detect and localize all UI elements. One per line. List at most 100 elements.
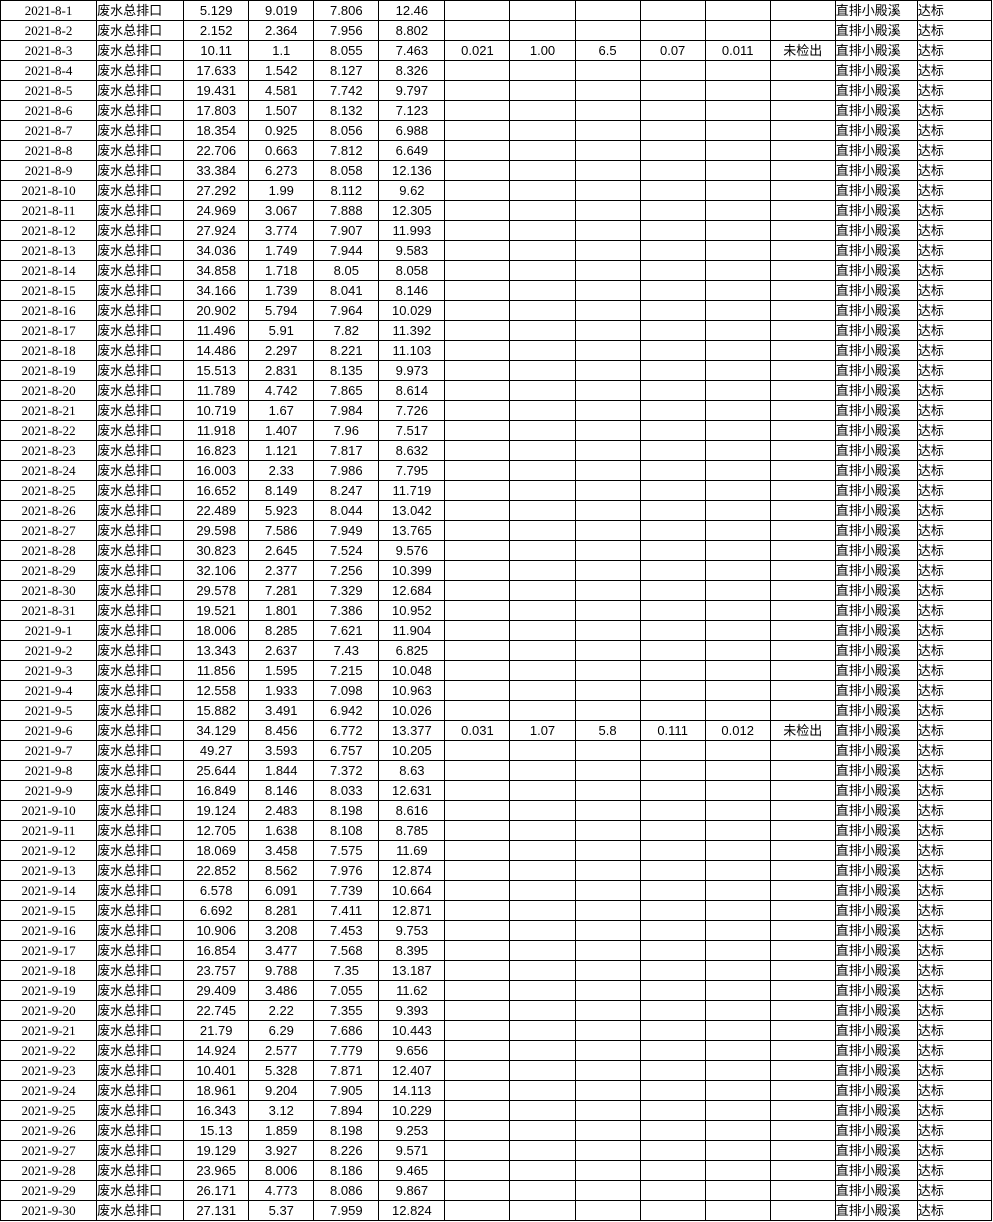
cell-compliance-status[interactable]: 达标 (916, 0, 993, 21)
cell-value-1[interactable]: 19.521 (183, 600, 250, 621)
cell-extra-4[interactable] (639, 600, 706, 621)
cell-value-3[interactable]: 7.949 (313, 520, 380, 541)
cell-date[interactable]: 2021-8-14 (0, 260, 98, 281)
cell-extra-3[interactable] (574, 120, 641, 141)
cell-value-4[interactable]: 10.399 (378, 560, 446, 581)
cell-value-3[interactable]: 7.568 (313, 940, 380, 961)
cell-extra-2[interactable] (509, 360, 576, 381)
cell-discharge-destination[interactable]: 直排小殿溪 (834, 840, 918, 861)
cell-value-1[interactable]: 16.343 (183, 1100, 250, 1121)
cell-compliance-status[interactable]: 达标 (916, 340, 993, 361)
cell-extra-5[interactable] (704, 440, 771, 461)
cell-extra-2[interactable] (509, 400, 576, 421)
cell-outlet-name[interactable]: 废水总排口 (96, 720, 185, 741)
cell-value-1[interactable]: 15.13 (183, 1120, 250, 1141)
cell-date[interactable]: 2021-8-22 (0, 420, 98, 441)
cell-extra-5[interactable] (704, 780, 771, 801)
cell-outlet-name[interactable]: 废水总排口 (96, 360, 185, 381)
cell-extra-2[interactable] (509, 0, 576, 21)
cell-value-4[interactable]: 8.326 (378, 60, 446, 81)
cell-discharge-destination[interactable]: 直排小殿溪 (834, 500, 918, 521)
cell-compliance-status[interactable]: 达标 (916, 520, 993, 541)
cell-extra-1[interactable] (444, 60, 511, 81)
cell-compliance-status[interactable]: 达标 (916, 560, 993, 581)
cell-extra-3[interactable] (574, 1160, 641, 1181)
cell-value-1[interactable]: 22.745 (183, 1000, 250, 1021)
cell-date[interactable]: 2021-8-5 (0, 80, 98, 101)
cell-value-4[interactable]: 6.825 (378, 640, 446, 661)
cell-discharge-destination[interactable]: 直排小殿溪 (834, 980, 918, 1001)
cell-value-3[interactable]: 7.96 (313, 420, 380, 441)
cell-extra-3[interactable] (574, 740, 641, 761)
cell-outlet-name[interactable]: 废水总排口 (96, 100, 185, 121)
cell-value-1[interactable]: 23.757 (183, 960, 250, 981)
cell-extra-4[interactable] (639, 700, 706, 721)
cell-extra-3[interactable] (574, 1080, 641, 1101)
cell-extra-4[interactable] (639, 1100, 706, 1121)
cell-discharge-destination[interactable]: 直排小殿溪 (834, 940, 918, 961)
cell-discharge-destination[interactable]: 直排小殿溪 (834, 520, 918, 541)
cell-value-4[interactable]: 9.465 (378, 1160, 446, 1181)
cell-extra-2[interactable] (509, 100, 576, 121)
cell-extra-2[interactable] (509, 440, 576, 461)
cell-compliance-status[interactable]: 达标 (916, 580, 993, 601)
cell-extra-1[interactable] (444, 0, 511, 21)
cell-value-3[interactable]: 8.221 (313, 340, 380, 361)
cell-date[interactable]: 2021-8-20 (0, 380, 98, 401)
cell-extra-4[interactable] (639, 540, 706, 561)
cell-extra-3[interactable] (574, 1180, 641, 1201)
cell-extra-4[interactable] (639, 900, 706, 921)
cell-extra-4[interactable] (639, 860, 706, 881)
cell-value-2[interactable]: 4.742 (248, 380, 315, 401)
cell-compliance-status[interactable]: 达标 (916, 460, 993, 481)
cell-discharge-destination[interactable]: 直排小殿溪 (834, 80, 918, 101)
cell-extra-5[interactable] (704, 920, 771, 941)
cell-discharge-destination[interactable]: 直排小殿溪 (834, 960, 918, 981)
cell-value-3[interactable]: 7.976 (313, 860, 380, 881)
cell-value-4[interactable]: 7.726 (378, 400, 446, 421)
cell-value-3[interactable]: 7.575 (313, 840, 380, 861)
cell-value-4[interactable]: 13.377 (378, 720, 446, 741)
cell-extra-5[interactable] (704, 1020, 771, 1041)
cell-value-3[interactable]: 8.056 (313, 120, 380, 141)
cell-date[interactable]: 2021-9-23 (0, 1060, 98, 1081)
cell-extra-5[interactable] (704, 100, 771, 121)
cell-extra-5[interactable] (704, 640, 771, 661)
cell-extra-2[interactable] (509, 540, 576, 561)
cell-value-3[interactable]: 7.871 (313, 1060, 380, 1081)
cell-compliance-status[interactable]: 达标 (916, 840, 993, 861)
cell-value-4[interactable]: 8.616 (378, 800, 446, 821)
cell-value-3[interactable]: 8.198 (313, 800, 380, 821)
cell-extra-3[interactable] (574, 1120, 641, 1141)
cell-date[interactable]: 2021-9-12 (0, 840, 98, 861)
cell-value-4[interactable]: 11.904 (378, 620, 446, 641)
cell-detection-result[interactable] (769, 480, 836, 501)
cell-value-1[interactable]: 18.069 (183, 840, 250, 861)
cell-value-2[interactable]: 2.22 (248, 1000, 315, 1021)
cell-discharge-destination[interactable]: 直排小殿溪 (834, 1180, 918, 1201)
cell-extra-2[interactable] (509, 260, 576, 281)
cell-detection-result[interactable] (769, 1100, 836, 1121)
cell-extra-2[interactable] (509, 340, 576, 361)
cell-detection-result[interactable] (769, 160, 836, 181)
cell-detection-result[interactable] (769, 20, 836, 41)
cell-extra-3[interactable] (574, 440, 641, 461)
cell-extra-4[interactable] (639, 980, 706, 1001)
cell-extra-4[interactable] (639, 0, 706, 21)
cell-extra-4[interactable] (639, 740, 706, 761)
cell-value-1[interactable]: 22.489 (183, 500, 250, 521)
cell-value-1[interactable]: 18.354 (183, 120, 250, 141)
cell-value-4[interactable]: 9.571 (378, 1140, 446, 1161)
cell-extra-2[interactable] (509, 880, 576, 901)
cell-value-3[interactable]: 7.959 (313, 1200, 380, 1221)
cell-value-1[interactable]: 29.598 (183, 520, 250, 541)
cell-outlet-name[interactable]: 废水总排口 (96, 160, 185, 181)
cell-value-2[interactable]: 1.933 (248, 680, 315, 701)
cell-outlet-name[interactable]: 废水总排口 (96, 420, 185, 441)
cell-extra-4[interactable] (639, 920, 706, 941)
cell-extra-2[interactable] (509, 620, 576, 641)
cell-extra-4[interactable] (639, 840, 706, 861)
cell-extra-1[interactable] (444, 1200, 511, 1221)
cell-extra-2[interactable] (509, 580, 576, 601)
cell-extra-1[interactable] (444, 360, 511, 381)
